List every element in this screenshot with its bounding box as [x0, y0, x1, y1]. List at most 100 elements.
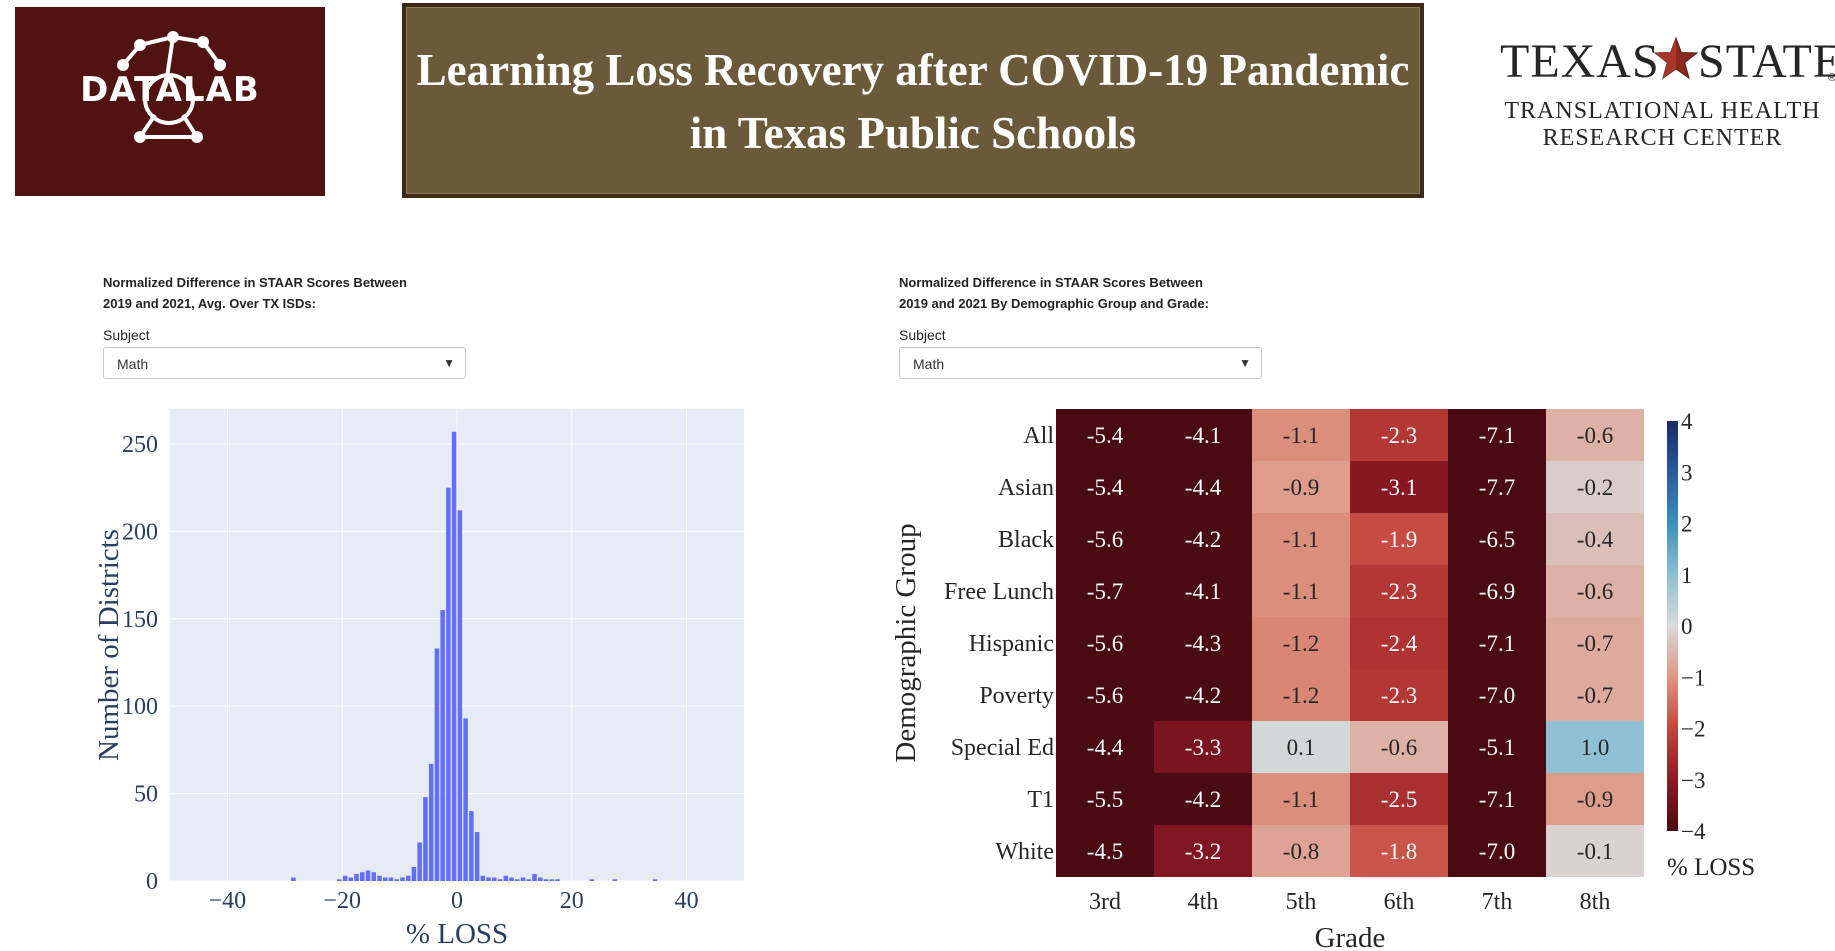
heatmap-cell: [1154, 825, 1252, 877]
heatmap-cell: [1448, 825, 1546, 877]
histogram-bar: [503, 875, 509, 881]
histogram-bar: [371, 872, 377, 881]
histogram-bar: [486, 877, 491, 881]
heatmap-subject-value: Math: [913, 356, 945, 372]
heatmap-cell-label: -0.4: [1577, 527, 1614, 552]
heatmap-x-tick-label: 7th: [1482, 889, 1513, 915]
heatmap-cell: [1350, 825, 1448, 877]
heatmap-cell: [1546, 617, 1644, 669]
heatmap-cell: [1546, 513, 1644, 565]
logo-subtitle-line1: TRANSLATIONAL HEALTH: [1504, 98, 1821, 124]
heatmap-cell: [1546, 565, 1644, 617]
heatmap-cell-label: -2.3: [1381, 683, 1417, 708]
histogram-bar: [515, 879, 520, 881]
histogram-bar: [463, 718, 468, 881]
page-title: Learning Loss Recovery after COVID-19 Pa…: [406, 39, 1420, 165]
logo-word-state: STATE: [1698, 35, 1835, 88]
heatmap-cell: [1448, 461, 1546, 513]
histogram-panel-title-line1: Normalized Difference in STAAR Scores Be…: [103, 275, 407, 290]
heatmap-cell: [1056, 721, 1154, 773]
heatmap-y-tick-label: White: [995, 839, 1054, 865]
heatmap-y-tick-label: Hispanic: [969, 631, 1054, 657]
histogram-x-tick-label: 0: [451, 888, 463, 914]
heatmap-cell: [1448, 409, 1546, 461]
heatmap-panel-title: Normalized Difference in STAAR Scores Be…: [899, 272, 1209, 314]
colorbar-tick-label: −2: [1681, 717, 1705, 742]
histogram-bar: [457, 510, 463, 881]
heatmap-cell: [1252, 773, 1350, 825]
histogram-y-tick-label: 50: [134, 782, 158, 808]
colorbar-tick-label: 4: [1681, 409, 1693, 434]
heatmap-cell-label: -5.6: [1087, 527, 1123, 552]
histogram-bar: [348, 877, 354, 881]
histogram-bar: [497, 879, 503, 881]
heatmap-chart: -5.4 -4.1 -1.1 -2.3 -7.1 -0.6 All -5.4 -4.4 -0.9 -…: [890, 409, 1755, 951]
histogram-bar: [428, 763, 434, 881]
heatmap-panel-title-line1: Normalized Difference in STAAR Scores Be…: [899, 275, 1203, 290]
heatmap-cell-label: -3.1: [1381, 475, 1417, 500]
heatmap-cell: [1154, 721, 1252, 773]
histogram-bar: [537, 877, 543, 881]
heatmap-cell: [1350, 669, 1448, 721]
heatmap-x-tick-label: 6th: [1384, 889, 1415, 915]
histogram-chart: 0 50 100 150 200 250 −40 −20 0 20 40 % LOSS Number o…: [93, 409, 744, 950]
heatmap-y-tick-label: T1: [1027, 787, 1054, 813]
heatmap-cell-label: -2.5: [1381, 787, 1417, 812]
heatmap-cell-label: -2.3: [1381, 423, 1417, 448]
histogram-bar: [509, 877, 514, 881]
histogram-bar: [543, 879, 549, 881]
heatmap-subject-dropdown[interactable]: Math ▼: [899, 347, 1262, 379]
colorbar-tick-label: 2: [1681, 512, 1693, 537]
histogram-bar: [469, 811, 474, 881]
histogram-bar: [354, 874, 359, 881]
heatmap-x-tick-label: 5th: [1286, 889, 1317, 915]
heatmap-cell-label: -0.1: [1577, 839, 1613, 864]
colorbar-title: % LOSS: [1667, 854, 1755, 881]
histogram-bar: [405, 875, 411, 881]
heatmap-x-tick-label: 4th: [1188, 889, 1219, 915]
heatmap-y-tick-label: Asian: [998, 475, 1054, 501]
histogram-bar: [417, 842, 422, 881]
heatmap-cell-label: -1.1: [1283, 579, 1319, 604]
texas-state-logo: TEXAS STATE ® TRANSLATIONAL HEALTH RESEA…: [1490, 30, 1835, 160]
heatmap-cell: [1546, 669, 1644, 721]
lone-star-icon: [1653, 36, 1699, 80]
heatmap-subject-label: Subject: [899, 327, 946, 343]
histogram-x-tick-label: 40: [675, 888, 699, 914]
heatmap-cell-label: -7.1: [1479, 787, 1515, 812]
heatmap-cell-label: -5.7: [1087, 579, 1123, 604]
heatmap-cell-label: -2.3: [1381, 579, 1417, 604]
heatmap-cell: [1154, 565, 1252, 617]
heatmap-cell-label: -4.1: [1185, 579, 1221, 604]
histogram-bar: [411, 867, 417, 881]
heatmap-cell-label: -1.2: [1283, 683, 1319, 708]
heatmap-cell-label: -1.1: [1283, 423, 1319, 448]
heatmap-cell-label: -4.2: [1185, 683, 1221, 708]
heatmap-cell: [1056, 565, 1154, 617]
heatmap-cell: [1056, 409, 1154, 461]
heatmap-cell: [1252, 721, 1350, 773]
histogram-bar: [388, 877, 394, 881]
heatmap-cell-label: -5.4: [1087, 423, 1124, 448]
heatmap-cell-label: 1.0: [1581, 735, 1610, 760]
heatmap-y-tick-label: All: [1023, 423, 1054, 449]
histogram-bar: [360, 872, 365, 881]
histogram-bar: [474, 832, 480, 881]
histogram-bar: [492, 877, 497, 881]
heatmap-cell-label: -7.7: [1479, 475, 1515, 500]
page-title-line1: Learning Loss Recovery after COVID-19 Pa…: [416, 45, 1410, 95]
network-graphic-icon: [117, 31, 226, 143]
heatmap-cell: [1056, 773, 1154, 825]
histogram-subject-value: Math: [117, 356, 149, 372]
heatmap-cell-label: -6.9: [1479, 579, 1515, 604]
histogram-subject-dropdown[interactable]: Math ▼: [103, 347, 466, 379]
heatmap-cell-label: -3.2: [1185, 839, 1221, 864]
heatmap-cell: [1056, 617, 1154, 669]
histogram-bar: [612, 879, 618, 881]
histogram-bar: [291, 877, 296, 881]
heatmap-cell-label: -0.7: [1577, 631, 1613, 656]
registered-mark: ®: [1828, 72, 1835, 84]
chevron-down-icon: ▼: [443, 356, 455, 370]
heatmap-cell: [1350, 565, 1448, 617]
heatmap-cell-label: -0.9: [1577, 787, 1613, 812]
